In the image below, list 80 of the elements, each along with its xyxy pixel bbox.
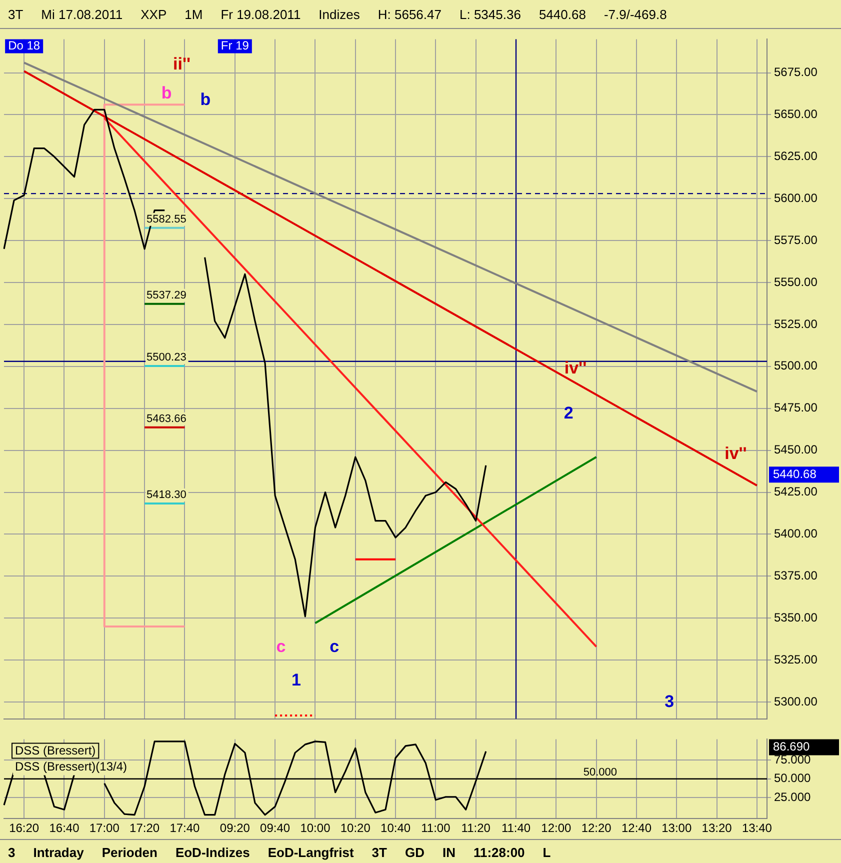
y-tick-label: 5600.00 (774, 190, 818, 205)
x-tick-label: 12:20 (581, 821, 612, 836)
text: EoD-Langfrist (268, 844, 354, 860)
x-tick-label: 16:20 (9, 821, 40, 836)
text: Intraday (33, 844, 84, 860)
annotation: 2 (564, 403, 574, 422)
y-tick-label: 5625.00 (774, 148, 818, 163)
x-tick-label: 09:40 (260, 821, 290, 836)
annotation: Do 18 (8, 38, 40, 53)
x-tick-label: 13:20 (702, 821, 732, 836)
ref-line-label: 50.000 (583, 766, 617, 778)
annotation: b (161, 83, 172, 102)
text: Mi 17.08.2011 (41, 6, 123, 22)
text: 11:28:00 (473, 844, 525, 860)
x-tick-label: 09:20 (220, 821, 250, 836)
text: 3 (8, 844, 16, 860)
text: -7.9/-469.8 (604, 6, 667, 22)
y-tick-label: 5550.00 (774, 274, 818, 289)
x-tick-label: 11:40 (501, 821, 531, 836)
text: 86.690 (773, 740, 810, 754)
x-tick-label: 11:20 (461, 821, 491, 836)
text: IN (442, 844, 456, 860)
annotation: 5418.30 (146, 489, 186, 502)
x-tick-label: 11:00 (421, 821, 451, 836)
annotation: 5582.55 (146, 213, 186, 226)
x-tick-label: 17:20 (130, 821, 160, 836)
annotation: 3 (664, 692, 674, 712)
y-tick-label: 75.000 (774, 752, 812, 766)
text: H: 5656.47 (378, 6, 442, 22)
annotation: c (330, 637, 340, 656)
y-tick-label: 5400.00 (774, 526, 818, 541)
x-tick-label: 16:40 (49, 821, 80, 836)
y-tick-label: 50.000 (774, 771, 812, 786)
text: DSS (Bressert)(13/4) (15, 760, 128, 774)
y-tick-label: 5425.00 (774, 484, 818, 499)
text: 3T (8, 6, 24, 22)
y-tick-label: 5450.00 (774, 442, 818, 457)
text: 5440.68 (773, 466, 817, 481)
annotation: c (276, 637, 286, 656)
y-tick-label: 5350.00 (774, 610, 818, 624)
text: Indizes (318, 6, 360, 22)
y-tick-label: 5375.00 (774, 568, 818, 582)
x-tick-label: 10:20 (340, 821, 371, 836)
annotation: ii'' (173, 54, 191, 74)
x-tick-label: 10:00 (300, 821, 331, 836)
annotation: 5463.66 (146, 412, 186, 425)
y-tick-label: 5675.00 (774, 65, 818, 80)
annotation: b (200, 90, 211, 110)
annotation: iv'' (564, 358, 587, 378)
y-tick-label: 5325.00 (774, 652, 818, 666)
text: 5440.68 (538, 6, 586, 22)
annotation: iv'' (724, 444, 747, 464)
y-tick-label: 5650.00 (774, 107, 818, 122)
x-tick-label: 10:40 (380, 821, 411, 836)
y-tick-label: 5300.00 (774, 694, 818, 708)
x-tick-label: 17:00 (89, 821, 120, 836)
x-tick-label: 17:40 (170, 821, 200, 836)
y-tick-label: 5475.00 (774, 400, 818, 415)
chart-title: DSS (Bressert) (15, 744, 96, 758)
y-tick-label: 5575.00 (774, 232, 818, 247)
y-tick-label: 25.000 (774, 790, 812, 804)
text: 1M (184, 6, 203, 22)
x-tick-label: 12:00 (541, 821, 572, 836)
y-tick-label: 5500.00 (774, 358, 818, 373)
text: GD (404, 844, 424, 860)
x-tick-label: 12:40 (621, 821, 652, 836)
text: 3T (372, 844, 387, 860)
x-tick-label: 13:00 (662, 821, 692, 836)
text: L (542, 844, 551, 860)
annotation: Fr 19 (220, 38, 250, 53)
text: L: 5345.36 (459, 6, 521, 22)
text: Fr 19.08.2011 (220, 6, 301, 22)
text: XXP (140, 6, 167, 22)
annotation: 5537.29 (146, 289, 186, 302)
text: EoD-Indizes (175, 844, 250, 860)
text: Perioden (102, 844, 158, 860)
annotation: 1 (291, 670, 301, 690)
annotation: 5500.23 (146, 352, 186, 364)
y-tick-label: 5525.00 (774, 316, 818, 331)
x-tick-label: 13:40 (742, 821, 772, 836)
